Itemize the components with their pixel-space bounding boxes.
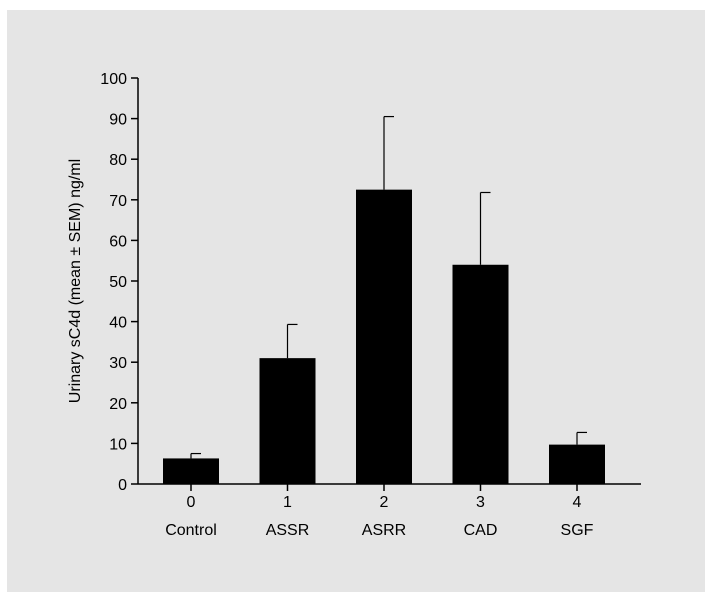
- bars: [163, 189, 605, 484]
- y-tick-label: 90: [109, 112, 127, 129]
- y-tick-label: 20: [109, 396, 127, 413]
- y-tick-label: 70: [109, 193, 127, 210]
- x-tick-code: 0: [187, 494, 196, 511]
- x-category-label: ASSR: [266, 522, 310, 539]
- y-tick-label: 30: [109, 355, 127, 372]
- bar: [356, 189, 412, 484]
- y-tick-label: 10: [109, 436, 127, 453]
- bar-chart: 0 10 20 30 40 50 60 70 80 90 100 0 Control 1 ASSR 2 ASR…: [67, 71, 641, 539]
- x-tick-code: 3: [476, 494, 485, 511]
- y-tick-label: 100: [100, 71, 127, 88]
- x-tick-code: 2: [380, 494, 389, 511]
- bar: [452, 264, 509, 484]
- chart-panel: 0 10 20 30 40 50 60 70 80 90 100 0 Control 1 ASSR 2 ASR…: [7, 10, 705, 592]
- y-tick-label: 60: [109, 233, 127, 250]
- error-bars: [190, 115, 587, 459]
- x-ticks: [190, 484, 578, 491]
- bar: [163, 458, 219, 484]
- bar: [549, 444, 605, 484]
- y-tick-label: 40: [109, 315, 127, 332]
- category-labels: 0 Control 1 ASSR 2 ASRR 3 CAD 4 SGF: [165, 494, 593, 539]
- y-tick-label: 0: [118, 477, 127, 494]
- y-tick-label: 50: [109, 274, 127, 291]
- x-tick-code: 4: [573, 494, 582, 511]
- y-axis-title: Urinary sC4d (mean ± SEM) ng/ml: [67, 159, 84, 403]
- x-category-label: ASRR: [362, 522, 406, 539]
- y-tick-label: 80: [109, 152, 127, 169]
- bar: [259, 358, 316, 484]
- y-ticks: 0 10 20 30 40 50 60 70 80 90 100: [100, 71, 138, 494]
- x-tick-code: 1: [283, 494, 292, 511]
- x-category-label: SGF: [561, 522, 594, 539]
- x-category-label: CAD: [464, 522, 498, 539]
- x-category-label: Control: [165, 522, 217, 539]
